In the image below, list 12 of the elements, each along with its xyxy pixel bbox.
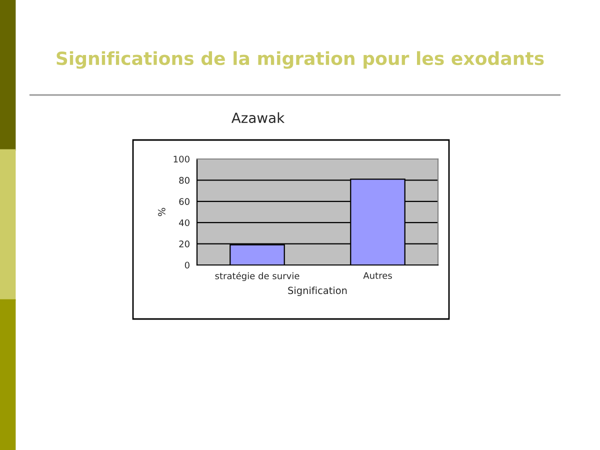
y-tick-label: 80	[179, 176, 190, 184]
y-tick-label: 40	[179, 219, 190, 226]
x-tick-label: stratégie de survie	[215, 272, 300, 282]
y-axis-title: %	[158, 208, 166, 216]
chart-subtitle: Azawak	[232, 112, 285, 124]
y-tick-label: 100	[174, 156, 190, 163]
x-tick-label: Autres	[363, 272, 392, 279]
y-tick-label: 0	[184, 262, 190, 269]
y-tick-label: 60	[179, 198, 190, 205]
x-axis-title: Signification	[288, 286, 347, 296]
chart-title: Significations de la migration pour les exodants	[56, 51, 544, 69]
y-tick-label: 20	[179, 240, 190, 248]
